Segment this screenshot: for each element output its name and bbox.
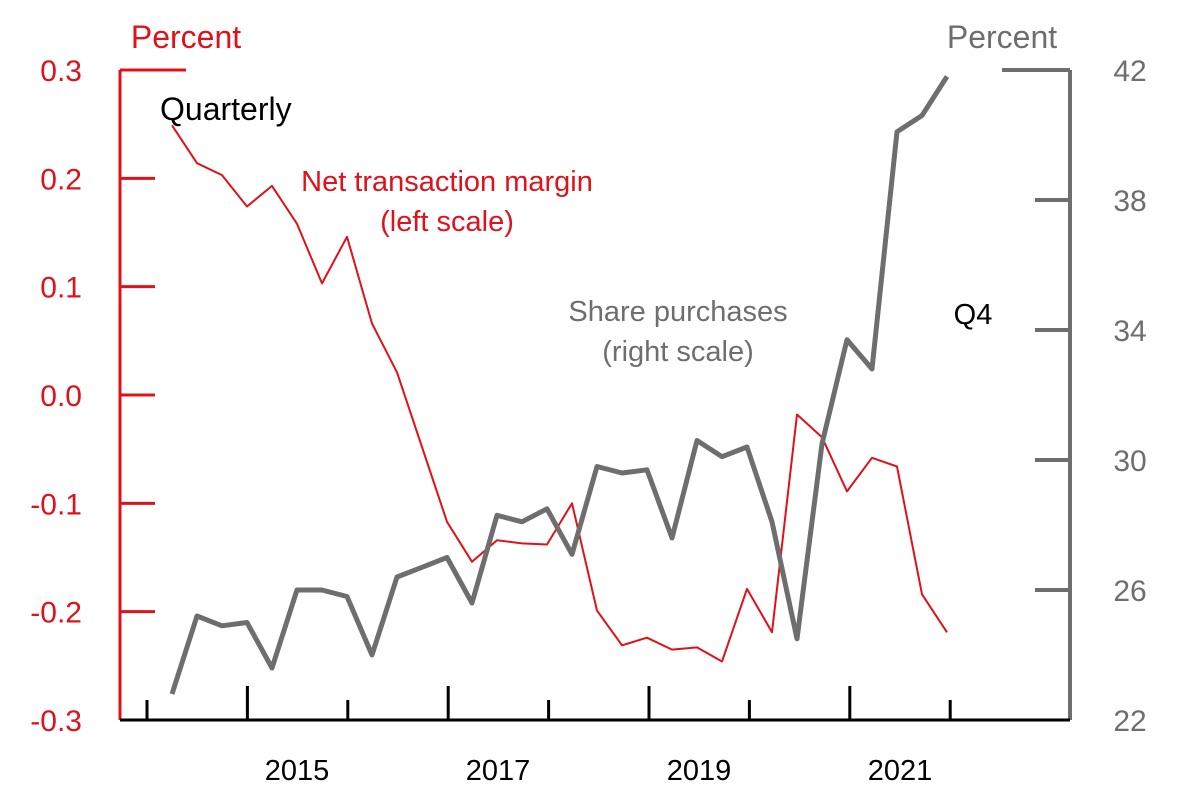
left-axis-tick-label: -0.1 xyxy=(30,488,82,521)
right-axis-tick-label: 30 xyxy=(1113,445,1146,478)
left-axis-tick-label: -0.2 xyxy=(30,597,82,630)
right-axis-tick-label: 38 xyxy=(1113,185,1146,218)
left-axis-tick-label: 0.2 xyxy=(40,163,82,196)
series-sublabel-share-purchases: (right scale) xyxy=(602,336,754,368)
series-sublabel-net-transaction-margin: (left scale) xyxy=(380,206,514,238)
left-axis-tick-label: 0.1 xyxy=(40,272,82,305)
last-point-label: Q4 xyxy=(954,299,993,331)
right-axis-tick-label: 22 xyxy=(1113,705,1146,738)
left-axis-tick-label: 0.0 xyxy=(40,380,82,413)
right-axis-tick-label: 42 xyxy=(1113,55,1146,88)
right-axis-tick-label: 34 xyxy=(1113,315,1146,348)
x-axis-tick-label: 2017 xyxy=(466,755,531,787)
right-axis-unit-label: Percent xyxy=(947,19,1057,55)
frequency-label: Quarterly xyxy=(160,91,292,127)
x-axis-tick-label: 2021 xyxy=(868,755,933,787)
x-axis-tick-label: 2019 xyxy=(667,755,732,787)
series-label-share-purchases: Share purchases xyxy=(568,296,787,328)
share-purchases-line xyxy=(169,75,950,695)
right-axis-tick-label: 26 xyxy=(1113,575,1146,608)
series-label-net-transaction-margin: Net transaction margin xyxy=(301,166,593,198)
left-axis-unit-label: Percent xyxy=(131,19,241,55)
left-axis-tick-label: 0.3 xyxy=(40,55,82,88)
left-axis-tick-label: -0.3 xyxy=(30,705,82,738)
x-axis-tick-label: 2015 xyxy=(265,755,330,787)
net-transaction-margin-line xyxy=(171,124,948,663)
